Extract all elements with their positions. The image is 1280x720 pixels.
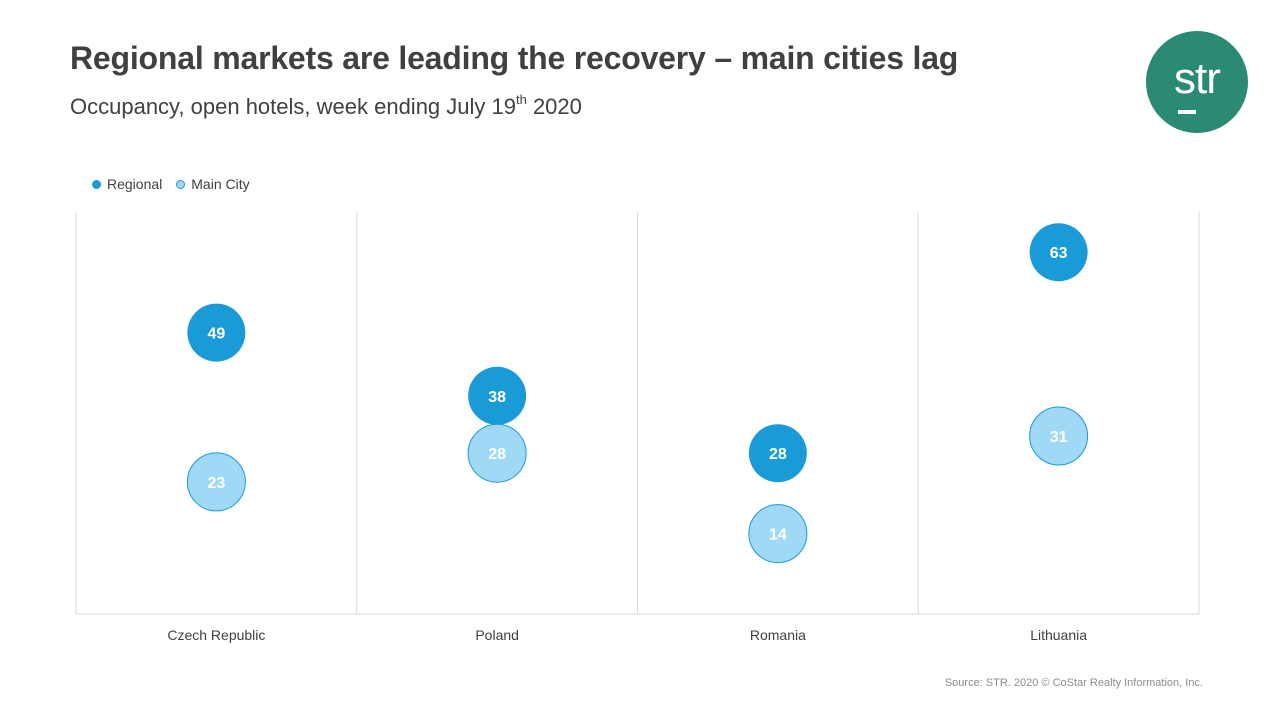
str-logo: str [1146, 31, 1248, 133]
legend-item-main-city: Main City [176, 176, 250, 192]
data-label-regional: 63 [1050, 245, 1068, 262]
data-label-main-city: 14 [769, 527, 787, 544]
data-point-regional [748, 424, 807, 483]
data-point-regional [187, 303, 246, 362]
subtitle-year: 2020 [526, 94, 582, 119]
data-label-regional: 38 [488, 389, 506, 406]
subtitle-text: Occupancy, open hotels, week ending July… [70, 94, 516, 119]
x-tick-label: Romania [750, 627, 806, 643]
x-tick-label: Poland [475, 627, 519, 643]
source-note: Source: STR. 2020 © CoStar Realty Inform… [944, 677, 1203, 689]
data-label-main-city: 31 [1050, 429, 1068, 446]
data-point-main-city [1029, 406, 1089, 466]
data-point-main-city [186, 452, 246, 512]
chart-legend: Regional Main City [92, 176, 264, 192]
logo-text: str [1174, 54, 1221, 103]
legend-label-regional: Regional [107, 176, 163, 192]
data-point-main-city [467, 423, 527, 483]
data-point-regional [1029, 223, 1088, 282]
data-label-main-city: 28 [488, 446, 506, 463]
data-point-main-city [748, 504, 808, 564]
data-label-regional: 28 [769, 446, 787, 463]
legend-marker-regional [92, 179, 101, 189]
logo-underline [1178, 110, 1196, 114]
data-point-regional [468, 366, 527, 425]
legend-marker-main-city [176, 179, 186, 189]
data-label-main-city: 23 [207, 475, 225, 492]
x-tick-label: Czech Republic [167, 627, 265, 643]
data-label-regional: 49 [207, 326, 225, 343]
legend-item-regional: Regional [92, 176, 162, 192]
x-tick-label: Lithuania [1030, 627, 1087, 643]
legend-label-main-city: Main City [191, 176, 250, 192]
chart-subtitle: Occupancy, open hotels, week ending July… [70, 92, 582, 120]
subtitle-superscript: th [515, 92, 527, 107]
chart-title: Regional markets are leading the recover… [70, 40, 959, 76]
